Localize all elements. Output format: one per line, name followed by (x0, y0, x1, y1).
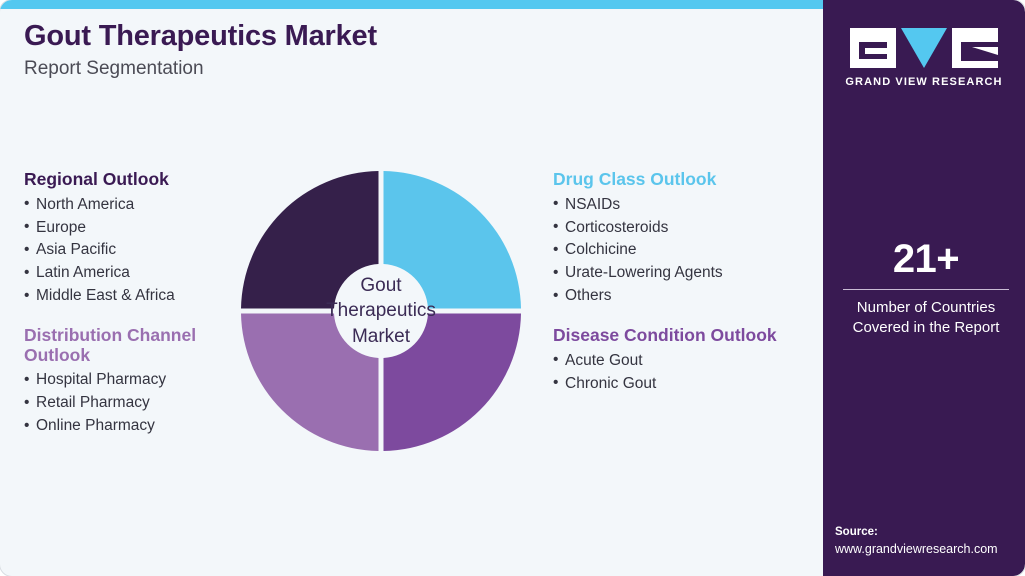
donut-segment-regional (241, 171, 379, 309)
list-item: Colchicine (553, 239, 818, 262)
donut-chart: Gout Therapeutics Market (241, 171, 521, 451)
page-subtitle: Report Segmentation (24, 58, 204, 80)
list-drug-class-outlook: NSAIDs Corticosteroids Colchicine Urate-… (553, 193, 818, 309)
list-item: Middle East & Africa (24, 285, 234, 308)
stat-label-line-1: Number of Countries (856, 299, 996, 316)
source-url[interactable]: www.grandviewresearch.com (835, 541, 998, 556)
logo-r-icon (952, 28, 998, 68)
list-item: Others (553, 285, 818, 308)
list-item: Latin America (24, 262, 234, 285)
list-disease-condition-outlook: Acute Gout Chronic Gout (553, 349, 818, 396)
stat-number: 21+ (892, 237, 960, 281)
donut-segment-distribution-channel (241, 313, 379, 451)
list-item: North America (24, 193, 234, 217)
stat-label-line-2: Covered in the Report (852, 318, 1000, 336)
top-accent-bar (0, 0, 823, 9)
section-drug-class-outlook: Drug Class Outlook NSAIDs Corticosteroid… (553, 169, 818, 309)
list-distribution-channel-outlook: Hospital Pharmacy Retail Pharmacy Online… (24, 369, 234, 438)
list-item: Europe (24, 216, 234, 240)
list-item: Online Pharmacy (24, 415, 234, 438)
section-disease-condition-outlook: Disease Condition Outlook Acute Gout Chr… (553, 325, 818, 396)
brand-logo: GRAND VIEW RESEARCH (823, 28, 1025, 88)
section-distribution-channel-outlook: Distribution Channel Outlook Hospital Ph… (24, 325, 234, 438)
logo-g-icon (850, 28, 896, 68)
logo-v-triangle-icon (901, 28, 947, 68)
stat-label: Number of Countries Covered in the Repor… (839, 298, 1013, 338)
source-block: Source: www.grandviewresearch.com (835, 524, 1017, 558)
section-heading-regional: Regional Outlook (24, 169, 169, 189)
donut-segment-drug-class (383, 171, 521, 309)
header: Gout Therapeutics Market Report Segmenta… (24, 20, 784, 81)
donut-svg (241, 171, 521, 451)
logo-marks (850, 28, 998, 68)
left-column: Regional Outlook North America Europe As… (24, 169, 234, 438)
source-title: Source: (835, 526, 878, 539)
section-regional-outlook: Regional Outlook North America Europe As… (24, 169, 234, 309)
donut-segment-disease-condition (383, 313, 521, 451)
side-panel: GRAND VIEW RESEARCH 21+ Number of Countr… (823, 0, 1025, 576)
list-item: Chronic Gout (553, 372, 818, 396)
section-heading-disease-condition: Disease Condition Outlook (553, 325, 777, 346)
list-item: Retail Pharmacy (24, 392, 234, 415)
list-item: NSAIDs (553, 193, 818, 217)
list-item: Acute Gout (553, 349, 818, 373)
list-regional-outlook: North America Europe Asia Pacific Latin … (24, 193, 234, 309)
page-title: Gout Therapeutics Market (24, 20, 377, 52)
section-heading-distribution-channel: Distribution Channel Outlook (24, 325, 197, 365)
list-item: Asia Pacific (24, 239, 234, 262)
logo-caption: GRAND VIEW RESEARCH (845, 76, 1003, 88)
list-item: Urate-Lowering Agents (553, 262, 818, 285)
list-item: Hospital Pharmacy (24, 369, 234, 392)
section-heading-drug-class: Drug Class Outlook (553, 169, 717, 189)
list-item: Corticosteroids (553, 216, 818, 240)
stat-block: 21+ Number of Countries Covered in the R… (839, 238, 1013, 338)
stat-divider (843, 289, 1009, 290)
right-column: Drug Class Outlook NSAIDs Corticosteroid… (553, 169, 818, 396)
